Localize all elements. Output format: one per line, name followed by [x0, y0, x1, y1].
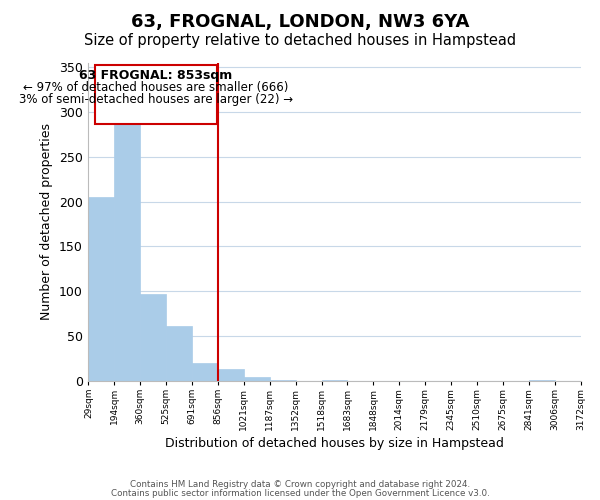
Bar: [88, 197, 115, 381]
Bar: [244, 376, 270, 381]
Text: Size of property relative to detached houses in Hampstead: Size of property relative to detached ho…: [84, 32, 516, 48]
Text: ← 97% of detached houses are smaller (666): ← 97% of detached houses are smaller (66…: [23, 82, 289, 94]
Bar: [166, 326, 192, 381]
Y-axis label: Number of detached properties: Number of detached properties: [40, 123, 53, 320]
Text: 3% of semi-detached houses are larger (22) →: 3% of semi-detached houses are larger (2…: [19, 93, 293, 106]
Bar: [218, 370, 244, 381]
Text: Contains public sector information licensed under the Open Government Licence v3: Contains public sector information licen…: [110, 488, 490, 498]
Bar: [115, 121, 140, 381]
Text: 63, FROGNAL, LONDON, NW3 6YA: 63, FROGNAL, LONDON, NW3 6YA: [131, 12, 469, 30]
Bar: [322, 380, 347, 381]
Bar: [192, 363, 218, 381]
Text: Contains HM Land Registry data © Crown copyright and database right 2024.: Contains HM Land Registry data © Crown c…: [130, 480, 470, 489]
Bar: [270, 380, 296, 381]
Bar: [529, 380, 554, 381]
X-axis label: Distribution of detached houses by size in Hampstead: Distribution of detached houses by size …: [165, 437, 504, 450]
Text: 63 FROGNAL: 853sqm: 63 FROGNAL: 853sqm: [79, 69, 232, 82]
Bar: [140, 294, 166, 381]
FancyBboxPatch shape: [95, 65, 217, 124]
